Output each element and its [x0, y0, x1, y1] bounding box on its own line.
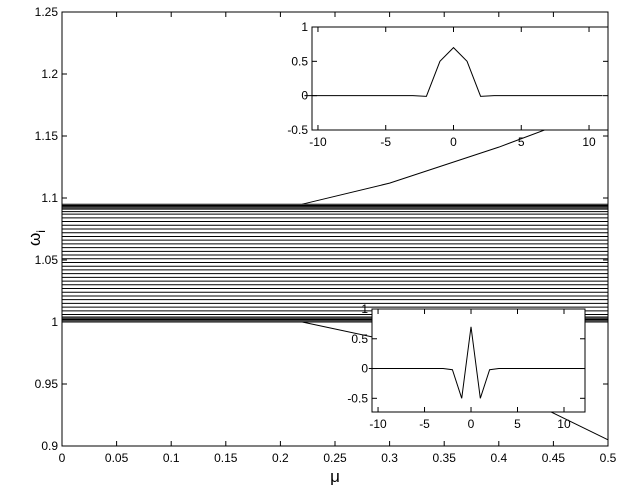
y-tick-label: 0.5: [291, 54, 308, 68]
x-tick-label: 0.4: [490, 451, 507, 465]
y-tick-label: 1.2: [41, 67, 58, 81]
axes: -10 -5 0 5 10 -0.5 0 0.5 1: [347, 302, 586, 431]
x-tick-label: 0.35: [433, 451, 457, 465]
y-tick-label: 0.9: [41, 439, 58, 453]
data-line: [368, 326, 583, 399]
y-tick-label: 0.5: [351, 332, 368, 346]
y-tick-label: 1: [51, 315, 58, 329]
y-axis-label: ωi: [25, 230, 48, 246]
x-tick-label: 0: [468, 417, 475, 431]
y-tick-label: 1.25: [35, 5, 59, 19]
x-tick-label: 5: [514, 417, 521, 431]
x-axis-label: μ: [330, 467, 340, 486]
plot-area: [372, 309, 585, 412]
y-tick-label: -0.5: [287, 123, 308, 137]
x-tick-label: 0: [450, 135, 457, 149]
x-tick-label: 0.05: [105, 451, 129, 465]
y-tick-label: 1.1: [41, 191, 58, 205]
x-tick-label: 0.5: [600, 451, 617, 465]
plot-area: [312, 27, 608, 130]
y-tick-label: 0: [301, 89, 308, 103]
x-tick-label: -10: [369, 417, 387, 431]
x-tick-label: 0.2: [272, 451, 289, 465]
x-tick-label: -5: [419, 417, 430, 431]
y-tick-label: 1: [301, 20, 308, 34]
axes-box: [371, 308, 586, 413]
x-tick-label: 0.1: [163, 451, 180, 465]
x-tick-label: 5: [518, 135, 525, 149]
y-tick-label: 1: [361, 302, 368, 316]
x-tick-label: 0.3: [381, 451, 398, 465]
y-axis-label-subscript: i: [34, 230, 48, 233]
axes: -10 -5 0 5 10 -0.5 0 0.5 1: [287, 20, 609, 149]
x-tick-label: 10: [582, 135, 596, 149]
y-tick-label: 1.05: [35, 253, 59, 267]
x-tick-label: -10: [309, 135, 327, 149]
x-tick-label: -5: [380, 135, 391, 149]
x-tick-label: 0: [59, 451, 66, 465]
y-tick-label: -0.5: [347, 391, 368, 405]
axes-box: [311, 26, 609, 131]
x-tick-label: 0.15: [214, 451, 238, 465]
data-line: [304, 46, 603, 97]
y-axis-label-symbol: ω: [25, 233, 44, 246]
x-tick-label: 0.45: [542, 451, 566, 465]
x-tick-label: 10: [557, 417, 571, 431]
x-tick-label: 0.25: [323, 451, 347, 465]
y-tick-label: 0.95: [35, 377, 59, 391]
y-tick-label: 0: [361, 362, 368, 376]
y-tick-label: 1.15: [35, 129, 59, 143]
